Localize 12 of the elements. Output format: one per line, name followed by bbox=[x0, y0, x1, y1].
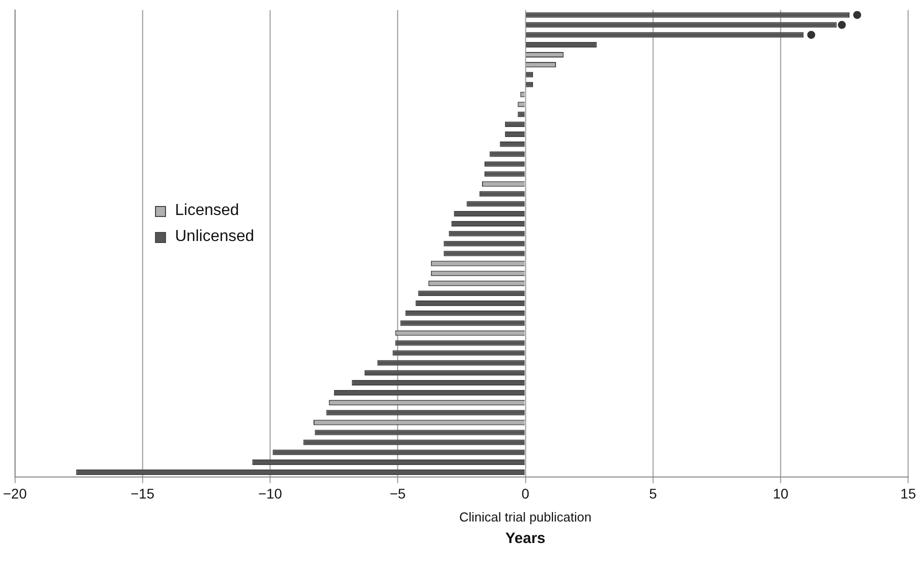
legend-label: Licensed bbox=[175, 202, 240, 220]
x-tick-label: −5 bbox=[390, 485, 406, 502]
x-tick-label: 0 bbox=[521, 485, 530, 502]
x-tick-label: 5 bbox=[649, 485, 658, 502]
x-tick-label: 10 bbox=[772, 485, 789, 502]
x-axis-title: Years bbox=[505, 530, 546, 547]
x-tick-label: −10 bbox=[258, 485, 282, 502]
x-tick-label: 15 bbox=[900, 485, 916, 502]
text: Clinical trial publication bbox=[459, 509, 592, 524]
legend-label: Unlicensed bbox=[175, 228, 254, 246]
x-tick-label: −20 bbox=[3, 485, 27, 502]
x-tick-label: −15 bbox=[130, 485, 155, 502]
